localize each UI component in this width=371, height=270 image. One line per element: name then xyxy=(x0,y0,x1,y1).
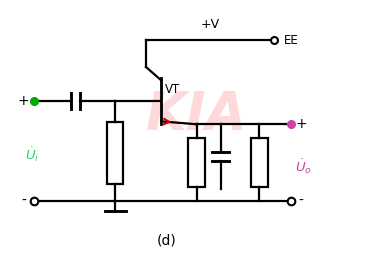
Text: VT: VT xyxy=(164,83,180,96)
Bar xyxy=(251,138,267,187)
Text: EE: EE xyxy=(283,33,298,47)
Text: +: + xyxy=(18,94,29,108)
Text: -: - xyxy=(21,194,26,208)
Text: $\dot{U}_o$: $\dot{U}_o$ xyxy=(295,157,312,176)
Bar xyxy=(188,138,205,187)
Text: $\dot{U}_i$: $\dot{U}_i$ xyxy=(25,145,39,164)
Text: +: + xyxy=(295,117,307,131)
Text: -: - xyxy=(299,194,303,208)
Text: +V: +V xyxy=(200,18,220,31)
Bar xyxy=(107,122,124,184)
Text: KIA: KIA xyxy=(146,89,247,141)
Text: (d): (d) xyxy=(157,234,177,248)
